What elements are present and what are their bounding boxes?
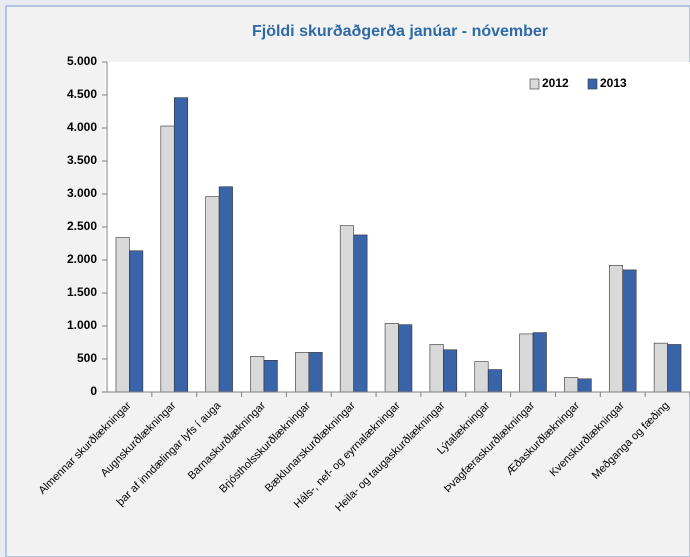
bar <box>443 349 458 393</box>
legend-swatch <box>529 78 540 90</box>
bar <box>129 250 144 393</box>
bar <box>532 332 547 393</box>
legend-label: 2012 <box>542 76 569 90</box>
bar <box>339 225 354 393</box>
legend-swatch <box>587 78 598 90</box>
y-tick-label: 5.000 <box>67 54 97 68</box>
bar <box>384 323 399 393</box>
chart-title: Fjöldi skurðaðgerða janúar - nóvember <box>252 23 548 40</box>
bar <box>308 352 323 393</box>
bar <box>653 342 668 393</box>
legend-label: 2013 <box>600 76 627 90</box>
bar <box>205 196 220 393</box>
bar <box>115 237 130 393</box>
bar <box>474 361 489 393</box>
bar <box>608 264 624 393</box>
bar <box>564 377 579 393</box>
y-tick-label: 3.500 <box>67 153 97 167</box>
y-tick-label: 4.000 <box>67 120 97 134</box>
bar <box>577 378 592 393</box>
bar <box>173 97 189 393</box>
bar <box>487 369 502 393</box>
bar <box>295 352 310 393</box>
y-tick-label: 500 <box>77 351 97 365</box>
bar <box>667 344 682 393</box>
bar <box>218 186 233 393</box>
bar <box>353 234 368 393</box>
y-tick-label: 4.500 <box>67 87 97 101</box>
bar <box>250 356 265 393</box>
y-tick-label: 1.000 <box>67 318 97 332</box>
bar <box>519 333 534 393</box>
bar <box>160 125 175 393</box>
y-tick-label: 2.000 <box>67 252 97 266</box>
y-tick-label: 0 <box>90 384 97 398</box>
bar <box>622 269 637 393</box>
y-tick-label: 2.500 <box>67 219 97 233</box>
bar <box>263 360 278 393</box>
y-tick-label: 1.500 <box>67 285 97 299</box>
bar <box>429 344 444 393</box>
y-tick-label: 3.000 <box>67 186 97 200</box>
bar <box>398 324 413 393</box>
